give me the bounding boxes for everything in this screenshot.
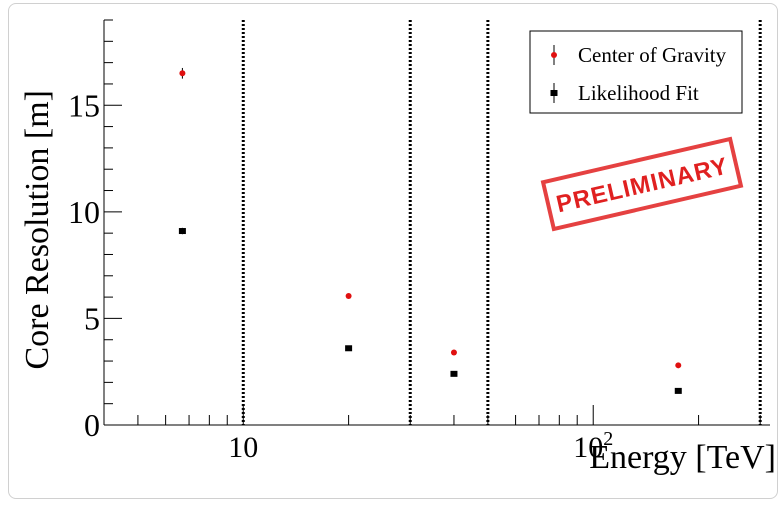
- legend: Center of Gravity Likelihood Fit: [529, 30, 743, 114]
- vertical-dashed-lines: [241, 20, 762, 425]
- stamp-group: PRELIMINARY: [540, 136, 744, 232]
- legend-label: Center of Gravity: [578, 43, 727, 67]
- data-point-cog: [450, 349, 457, 356]
- legend-box: [529, 30, 743, 114]
- y-tick-label: 5: [84, 300, 100, 336]
- x-tick-label: 102: [573, 428, 613, 464]
- legend-marker-likelihood: [550, 90, 558, 96]
- preliminary-stamp: PRELIMINARY: [540, 136, 744, 232]
- data-point-cog: [345, 293, 352, 300]
- x-tick-label: 10: [228, 431, 258, 464]
- data-point-cog: [179, 70, 186, 77]
- legend-label: Likelihood Fit: [578, 81, 699, 105]
- y-tick-label: 10: [68, 194, 100, 230]
- y-tick-label: 15: [68, 87, 100, 123]
- data-points: [178, 67, 682, 394]
- axis-ticks: 0 5 10 15 10 102: [68, 19, 761, 464]
- data-point-likelihood: [345, 345, 353, 352]
- plot-axes: [103, 20, 770, 426]
- y-axis-label: Core Resolution [m]: [19, 90, 56, 370]
- y-tick-label: 0: [84, 407, 100, 443]
- x-axis-label: Energy [TeV]: [589, 439, 776, 476]
- data-point-likelihood: [674, 387, 682, 394]
- stamp-border: [540, 136, 744, 232]
- legend-marker-cog: [551, 52, 557, 58]
- data-point-likelihood: [450, 370, 458, 377]
- data-point-cog: [675, 362, 682, 369]
- data-point-likelihood: [178, 228, 186, 235]
